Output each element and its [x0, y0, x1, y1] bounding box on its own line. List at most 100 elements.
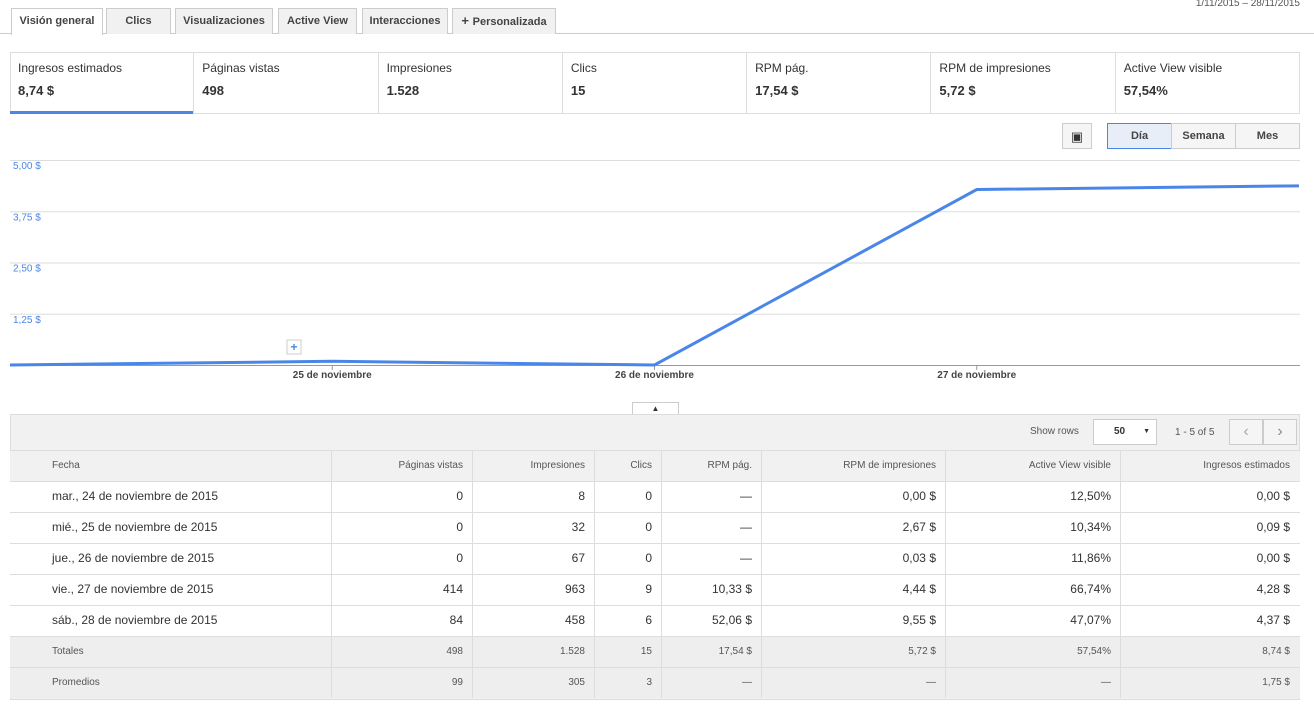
table-cell: — — [661, 543, 761, 574]
metric-label: Clics — [570, 61, 597, 75]
table-cell: Totales — [52, 646, 84, 657]
table-row — [10, 543, 1300, 574]
tab[interactable]: Visualizaciones — [175, 8, 273, 34]
table-cell: mié., 25 de noviembre de 2015 — [52, 520, 218, 534]
table-cell: 12,50% — [945, 481, 1120, 512]
metric-card[interactable]: Clics 15 — [563, 52, 748, 114]
annotation-plus: + — [290, 340, 297, 354]
table-cell: 5,72 $ — [761, 636, 945, 667]
table-cell: 0,00 $ — [761, 481, 945, 512]
plus-icon: + — [461, 13, 473, 28]
table-cell: mar., 24 de noviembre de 2015 — [52, 489, 219, 503]
table-cell: 1,75 $ — [1120, 667, 1299, 698]
table-cell: 10,34% — [945, 512, 1120, 543]
prev-page[interactable]: ‹ — [1229, 419, 1263, 445]
averages-row — [10, 667, 1300, 698]
tab-label: Active View — [287, 15, 348, 27]
metric-card[interactable]: Ingresos estimados 8,74 $ — [10, 52, 195, 114]
table-cell: 15 — [594, 636, 661, 667]
table-cell: — — [761, 667, 945, 698]
table-cell: 4,44 $ — [761, 574, 945, 605]
page-range: 1 - 5 of 5 — [1175, 427, 1215, 438]
tab[interactable]: Active View — [278, 8, 357, 34]
table-cell: 0 — [594, 543, 661, 574]
table-cell: 3 — [594, 667, 661, 698]
table-cell: 0 — [594, 512, 661, 543]
table-cell: 1.528 — [472, 636, 594, 667]
collapse-toggle[interactable]: ▲ — [632, 402, 679, 415]
metric-label: Ingresos estimados — [18, 61, 123, 75]
metric-card[interactable]: Páginas vistas 498 — [194, 52, 379, 114]
metrics-box — [10, 52, 1300, 114]
table-cell: — — [661, 481, 761, 512]
table-cell: vie., 27 de noviembre de 2015 — [52, 582, 214, 596]
table-cell: 0,00 $ — [1120, 543, 1299, 574]
table-cell: 0,09 $ — [1120, 512, 1299, 543]
annotation-marker[interactable] — [286, 339, 302, 355]
metric-label: RPM de impresiones — [939, 61, 1051, 75]
tab-label: Interacciones — [369, 15, 441, 27]
metric-card[interactable]: Impresiones 1.528 — [379, 52, 563, 114]
tab-rule — [0, 33, 1314, 34]
table-cell: Clics — [594, 450, 661, 481]
x-tick-label: 27 de noviembre — [937, 370, 1016, 381]
table-cell: 0 — [331, 481, 472, 512]
view-button[interactable]: Semana — [1171, 123, 1236, 149]
line-series — [9, 184, 1300, 367]
view-button[interactable]: Día — [1107, 123, 1172, 149]
metric-card[interactable]: RPM pág. 17,54 $ — [747, 52, 932, 114]
annotation-button[interactable]: ▣ — [1062, 123, 1092, 149]
metric-card[interactable]: RPM de impresiones 5,72 $ — [931, 52, 1116, 114]
table-cell: — — [661, 667, 761, 698]
table-cell: 9,55 $ — [761, 605, 945, 636]
metric-label: RPM pág. — [755, 61, 809, 75]
rows-select[interactable]: 50 ▼ — [1093, 419, 1157, 445]
table-cell: sáb., 28 de noviembre de 2015 — [52, 613, 218, 627]
tab[interactable]: Clics — [106, 8, 171, 34]
table-cell: jue., 26 de noviembre de 2015 — [52, 551, 215, 565]
totals-row — [10, 636, 1300, 667]
table-cell: 32 — [472, 512, 594, 543]
y-tick-label: 3,75 $ — [13, 212, 41, 223]
table-cell: RPM pág. — [661, 450, 761, 481]
table-cell: 66,74% — [945, 574, 1120, 605]
table-row — [10, 481, 1300, 512]
rows-value: 50 — [1114, 426, 1126, 437]
table-cell: 0,03 $ — [761, 543, 945, 574]
header-row — [10, 450, 1300, 481]
table-cell: — — [661, 512, 761, 543]
metric-value: 57,54% — [1123, 83, 1168, 98]
table-cell: 52,06 $ — [661, 605, 761, 636]
y-tick-label: 1,25 $ — [13, 315, 41, 326]
table-cell: 4,37 $ — [1120, 605, 1299, 636]
tab-label: Clics — [125, 15, 152, 27]
show-rows-label: Show rows — [1030, 426, 1079, 437]
tab[interactable]: Interacciones — [362, 8, 448, 34]
table-cell: 0,00 $ — [1120, 481, 1299, 512]
x-tick-label: 26 de noviembre — [615, 370, 694, 381]
table-cell: 67 — [472, 543, 594, 574]
table-cell: 17,54 $ — [661, 636, 761, 667]
table-cell: Fecha — [52, 460, 80, 471]
table-cell: 498 — [331, 636, 472, 667]
tab-label: Visualizaciones — [183, 15, 265, 27]
table-cell: Ingresos estimados — [1120, 450, 1299, 481]
table-cell: Active View visible — [945, 450, 1120, 481]
table-cell: Páginas vistas — [331, 450, 472, 481]
metric-card[interactable]: Active View visible 57,54% — [1116, 52, 1300, 114]
table-cell: 2,67 $ — [761, 512, 945, 543]
metric-value: 17,54 $ — [755, 83, 799, 98]
tab[interactable]: Visión general — [11, 8, 103, 35]
table-row — [10, 605, 1300, 636]
tab[interactable]: + Personalizada — [452, 8, 556, 34]
table-cell: — — [945, 667, 1120, 698]
metric-value: 8,74 $ — [18, 83, 55, 98]
table-cell: 8 — [472, 481, 594, 512]
table-cell: 47,07% — [945, 605, 1120, 636]
metric-value: 5,72 $ — [939, 83, 976, 98]
metric-value: 15 — [570, 83, 586, 98]
next-page[interactable]: › — [1263, 419, 1297, 445]
chart: + 1,25 $ 2,50 $ 3,75 $ 5,00 $ 25 de noviembr… — [9, 160, 1300, 381]
view-button[interactable]: Mes — [1235, 123, 1300, 149]
